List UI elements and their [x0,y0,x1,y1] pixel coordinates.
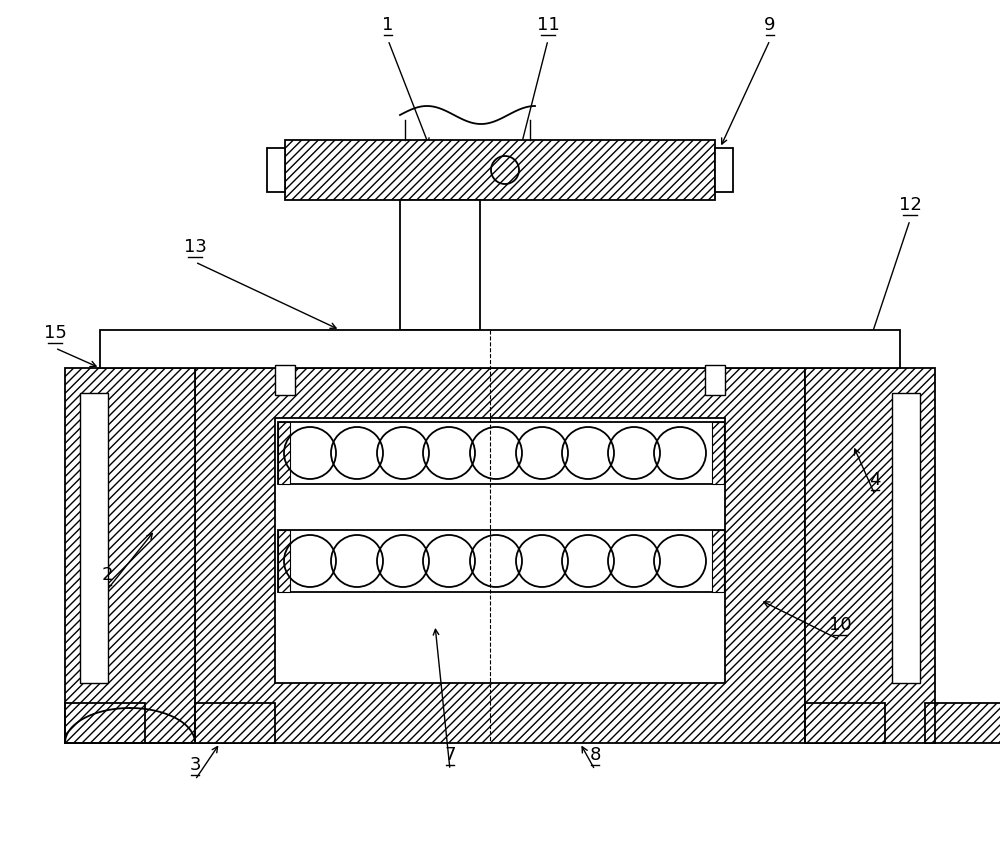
Bar [278,422,724,484]
Bar [267,148,285,192]
Bar [195,703,275,743]
Bar [195,368,805,743]
Text: 2: 2 [101,566,113,584]
Text: 12: 12 [899,196,921,214]
Text: 3: 3 [189,756,201,774]
Text: 11: 11 [537,16,559,34]
Bar [712,422,724,484]
Bar [805,368,935,743]
Bar [712,530,724,592]
Text: 15: 15 [44,324,66,342]
Bar [400,200,480,330]
Text: 13: 13 [184,238,206,256]
Bar [65,368,195,743]
Bar [892,393,920,683]
Bar [278,422,290,484]
Bar [278,530,724,592]
Bar [805,703,885,743]
Bar [278,530,290,592]
Bar [705,365,725,395]
Bar [65,703,145,743]
Text: 10: 10 [829,616,851,634]
Bar [100,330,900,368]
Text: 8: 8 [589,746,601,764]
Bar [275,418,725,683]
Text: 1: 1 [382,16,394,34]
Bar [285,140,715,200]
Bar [80,393,108,683]
Text: 9: 9 [764,16,776,34]
Text: 7: 7 [444,746,456,764]
Text: 4: 4 [869,471,881,489]
Bar [275,365,295,395]
Bar [715,148,733,192]
Bar [925,703,1000,743]
